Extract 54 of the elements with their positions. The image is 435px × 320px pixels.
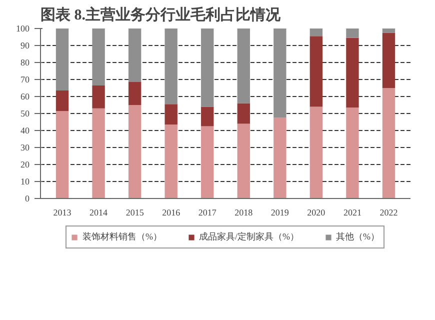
bar [56,90,69,111]
y-tick-label: 80 [20,58,30,68]
bar [92,28,105,86]
x-tick-label: 2020 [307,208,326,218]
y-tick-label: 20 [20,160,30,170]
bar [237,124,250,198]
x-tick-label: 2015 [126,208,144,218]
bar [201,28,214,107]
bar [310,106,323,198]
bar [274,28,286,118]
bar [164,104,178,125]
legend-label: 成品家具/定制家具（%） [199,230,299,244]
x-tick-label: 2017 [198,208,217,218]
y-tick-label: 10 [20,176,30,186]
legend-label: 其他（%） [336,230,380,244]
bar [274,118,286,198]
x-tick-label: 2021 [343,208,362,218]
bar [237,103,250,124]
bar [382,28,396,33]
bar [310,28,323,36]
bar [56,28,69,91]
y-tick-label: 0 [25,194,30,204]
y-tick-label: 40 [20,126,30,136]
bar [56,110,69,198]
bar [92,85,105,108]
bar [346,28,359,38]
x-tick-label: 2018 [234,208,254,218]
x-tick-label: 2014 [90,208,108,218]
bar [164,124,178,198]
bar [128,28,142,82]
y-tick-label: 90 [20,40,30,50]
bar [310,36,323,107]
y-tick-label: 100 [16,24,30,34]
x-tick-label: 2022 [380,208,398,218]
bar [128,82,142,105]
bar [346,38,359,108]
y-tick-label: 70 [20,74,30,84]
bar [201,126,214,198]
bar [382,88,396,198]
y-tick-label: 60 [20,92,30,102]
bar [382,32,396,88]
bar [346,108,359,198]
bar [92,108,105,198]
x-tick-label: 2016 [162,208,181,218]
bar [164,28,178,104]
bar [201,106,214,126]
legend-label: 装饰材料销售（%） [82,230,162,244]
y-tick-label: 50 [20,108,30,118]
chart-title: 图表 8.主营业务分行业毛利占比情况 [40,6,282,24]
x-tick-label: 2019 [270,208,290,218]
y-tick-label: 30 [20,142,30,152]
x-tick-label: 2013 [53,208,72,218]
bar [128,105,142,198]
bar [237,28,250,104]
